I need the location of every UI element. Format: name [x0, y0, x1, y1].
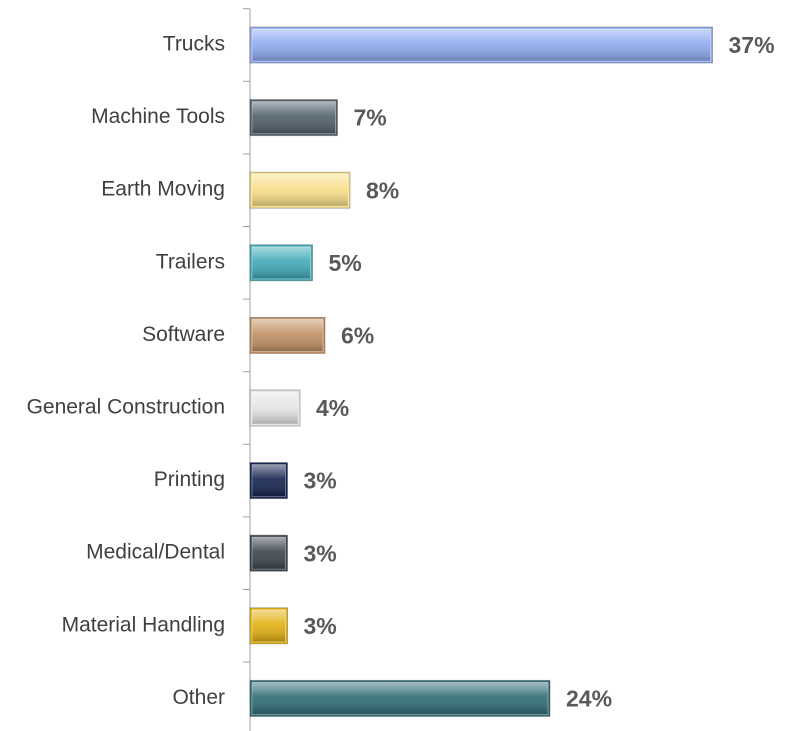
bar-bevel — [251, 318, 324, 352]
y-tick-label: Earth Moving — [101, 178, 225, 201]
bar-bevel — [251, 536, 286, 570]
y-tick-label: General Construction — [27, 396, 225, 419]
bar-bevel — [251, 246, 311, 280]
bar-bevel — [251, 173, 349, 207]
value-label: 37% — [729, 32, 775, 58]
y-tick-label: Machine Tools — [91, 105, 225, 128]
bar-bevel — [251, 609, 286, 643]
bar-bevel — [251, 101, 336, 135]
value-label: 3% — [304, 468, 337, 494]
bar-bevel — [251, 391, 299, 425]
value-label: 5% — [329, 250, 362, 276]
y-tick-label: Trailers — [156, 250, 225, 273]
value-label: 6% — [341, 322, 374, 348]
value-label: 3% — [304, 540, 337, 566]
y-tick-label: Trucks — [163, 33, 225, 56]
bar-bevel — [251, 681, 549, 715]
value-label: 4% — [316, 395, 349, 421]
value-label: 7% — [354, 105, 387, 131]
value-label: 24% — [566, 685, 612, 711]
y-tick-label: Material Handling — [62, 613, 225, 636]
y-tick-label: Medical/Dental — [86, 541, 225, 564]
y-tick-label: Printing — [154, 468, 225, 491]
bar-bevel — [251, 464, 286, 498]
y-tick-label: Software — [142, 323, 225, 346]
bar-bevel — [251, 28, 711, 62]
value-label: 8% — [366, 177, 399, 203]
y-tick-label: Other — [172, 686, 225, 709]
value-label: 3% — [304, 613, 337, 639]
